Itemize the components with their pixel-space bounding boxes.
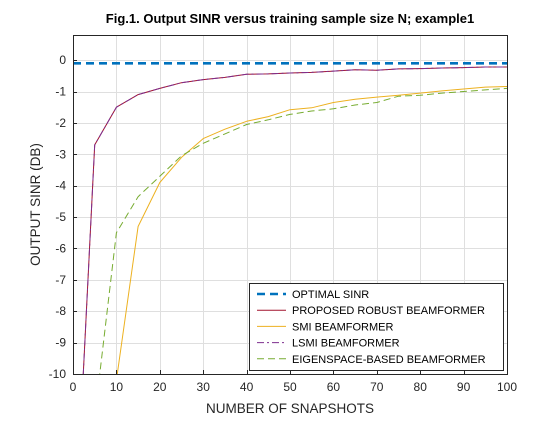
y-tick-label: -3 (55, 147, 66, 161)
series-line-5 (99, 87, 507, 374)
legend-label-2: PROPOSED ROBUST BEAMFORMER (292, 305, 485, 317)
axes-box (73, 35, 508, 375)
x-tick-label: 100 (497, 380, 517, 394)
x-axis-title: NUMBER OF SNAPSHOTS (206, 401, 374, 416)
chart-title: Fig.1. Output SINR versus training sampl… (106, 11, 474, 26)
legend-label-1: OPTIMAL SINR (292, 289, 369, 301)
y-axis-title: OUTPUT SINR (DB) (28, 143, 43, 266)
legend-box (249, 283, 504, 371)
series-lines (73, 61, 507, 374)
legend: OPTIMAL SINR PROPOSED ROBUST BEAMFORMER SM… (249, 283, 504, 371)
y-tick-label: -2 (55, 116, 66, 130)
y-tick-label: -8 (55, 304, 66, 318)
x-tick-label: 70 (370, 380, 384, 394)
y-tick-label: -6 (55, 241, 66, 255)
y-tick-label: -4 (55, 179, 66, 193)
series-line-3 (116, 86, 507, 374)
y-tick-label: -10 (49, 367, 67, 381)
legend-label-5: EIGENSPACE-BASED BEAMFORMER (292, 354, 486, 366)
y-tick-label: 0 (59, 53, 66, 67)
x-tick-label: 50 (283, 380, 297, 394)
x-tick-label: 40 (240, 380, 254, 394)
series-line-4 (82, 66, 507, 374)
legend-label-3: SMI BEAMFORMER (292, 321, 394, 333)
x-tick-label: 10 (110, 380, 124, 394)
y-tick-label: -7 (55, 273, 66, 287)
x-tick-label: 90 (457, 380, 471, 394)
y-tick-label: -1 (55, 85, 66, 99)
x-tick-label: 30 (197, 380, 211, 394)
x-tick-label: 80 (414, 380, 428, 394)
x-tick-label: 60 (327, 380, 341, 394)
legend-label-4: LSMI BEAMFORMER (292, 338, 400, 350)
x-tick-label: 0 (70, 380, 77, 394)
x-tick-label: 20 (153, 380, 167, 394)
y-tick-label: -9 (55, 336, 66, 350)
y-tick-label: -5 (55, 210, 66, 224)
ticks: 0 10 20 30 40 50 60 70 80 90 100-10-9-8-7-6-5-4-3-… (49, 53, 518, 394)
